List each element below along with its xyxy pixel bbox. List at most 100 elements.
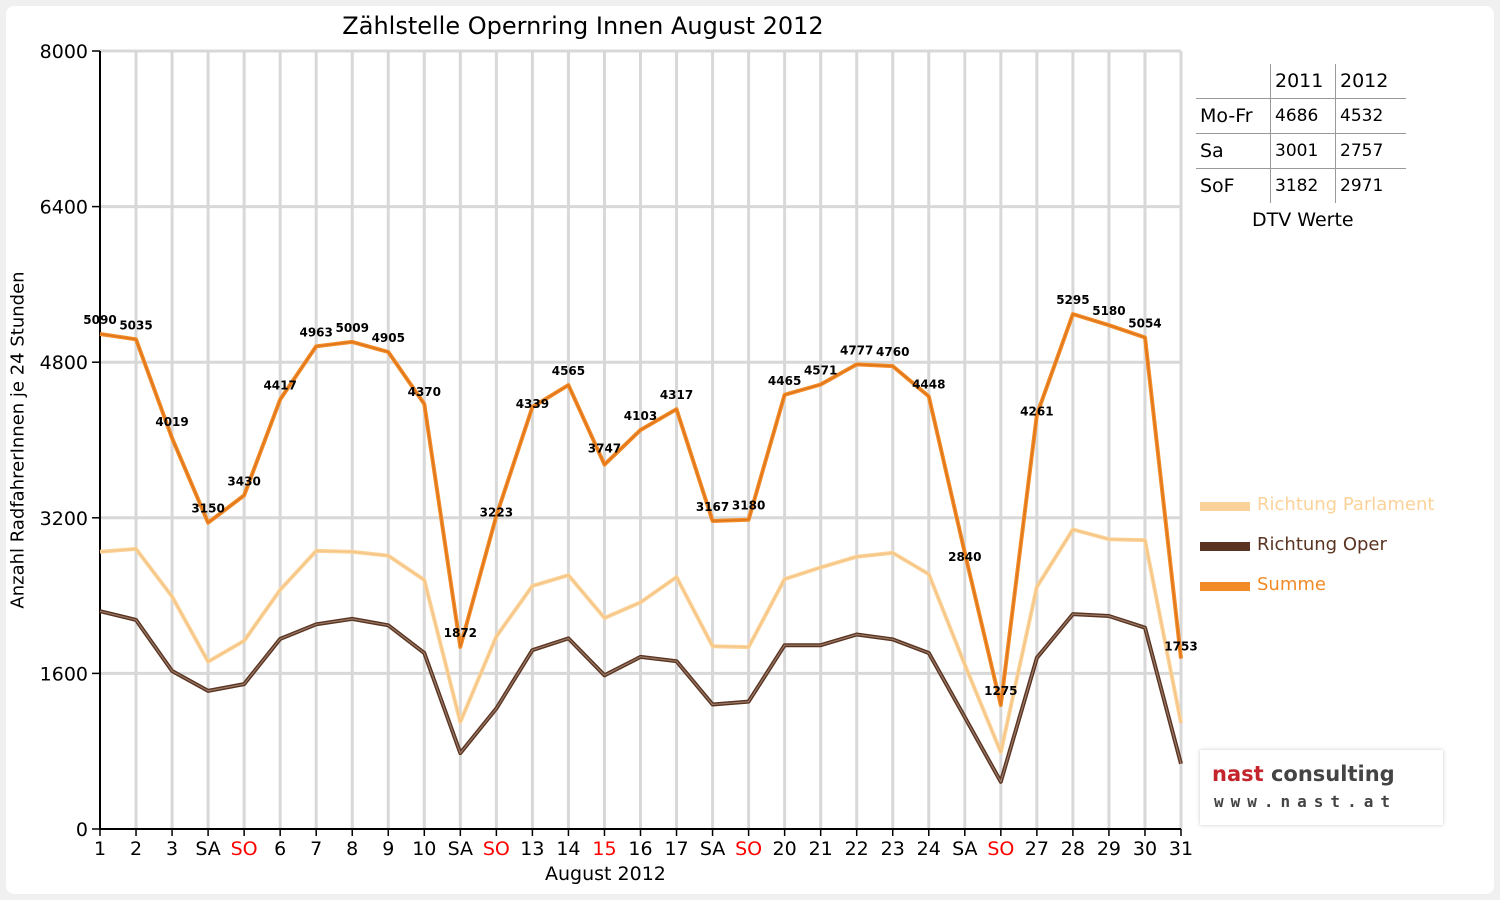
x-tick-label: 9 [382,838,394,860]
legend-swatch-summe [1200,582,1250,591]
y-tick-label: 8000 [40,41,88,63]
x-tick-label: SA [195,838,220,860]
logo-word-nast: nast [1212,762,1264,786]
dtv-row: SoF 3182 2971 [1196,168,1406,203]
x-tick-label: 31 [1169,838,1193,860]
data-label: 1872 [444,626,477,640]
logo-url: www.nast.at [1214,792,1397,811]
y-axis-label: Anzahl RadfahrerInnen je 24 Stunden [7,271,29,609]
series-line-highlight [99,610,1182,783]
logo-word-consulting: consulting [1270,762,1395,786]
nast-consulting-logo: nast consulting www.nast.at [1200,750,1443,825]
data-label: 3150 [191,502,224,516]
dtv-header-empty [1196,64,1271,99]
dtv-cell: 4532 [1335,98,1406,134]
x-tick-label: 1 [94,838,106,860]
series-line-highlight [99,528,1182,753]
x-tick-label: SA [448,838,473,860]
data-label: 4905 [372,331,405,345]
x-tick-label: SA [700,838,725,860]
dtv-row-label: Sa [1196,133,1271,169]
data-label: 4760 [876,345,909,359]
data-label: 4571 [804,363,837,377]
data-label: 5180 [1092,304,1125,318]
data-label: 5054 [1128,316,1161,330]
data-label: 4103 [624,409,657,423]
dtv-header-row: 2011 2012 [1196,64,1406,99]
data-label: 4448 [912,377,945,391]
data-label: 5090 [83,313,116,327]
dtv-cell: 3182 [1270,168,1336,203]
data-label: 3167 [696,500,729,514]
dtv-row: Mo-Fr 4686 4532 [1196,98,1406,134]
x-tick-label: 6 [274,838,286,860]
x-tick-label: 22 [845,838,869,860]
data-label: 1275 [984,684,1017,698]
dtv-row-label: Mo-Fr [1196,98,1271,134]
y-tick-label: 0 [76,819,88,841]
dtv-row-label: SoF [1196,168,1271,203]
x-tick-label: 24 [917,838,941,860]
dtv-row: Sa 3001 2757 [1196,133,1406,169]
data-label: 3747 [588,442,621,456]
legend-label-parlament: Richtung Parlament [1257,494,1435,515]
x-tick-label: 28 [1061,838,1085,860]
x-tick-label: 15 [592,838,616,860]
data-label: 4370 [408,385,441,399]
data-label: 4261 [1020,405,1053,419]
dtv-cell: 3001 [1270,133,1336,169]
x-tick-label: 27 [1025,838,1049,860]
legend-label-oper: Richtung Oper [1257,534,1387,555]
data-label: 4019 [155,415,188,429]
x-tick-label: SO [987,838,1014,860]
data-label: 1753 [1164,640,1197,654]
y-tick-label: 6400 [40,197,88,219]
data-label: 5009 [336,321,369,335]
x-tick-label: 29 [1097,838,1121,860]
data-label: 4565 [552,364,585,378]
x-tick-label: 16 [628,838,652,860]
x-tick-label: 30 [1133,838,1157,860]
x-tick-label: 10 [412,838,436,860]
data-label: 4465 [768,374,801,388]
dtv-header-2011: 2011 [1270,64,1336,99]
dtv-header-2012: 2012 [1335,64,1406,99]
series-summe [99,312,1183,707]
data-label: 2840 [948,550,981,564]
x-tick-label: 3 [166,838,178,860]
data-label: 4777 [840,343,873,357]
data-label: 4317 [660,388,693,402]
dtv-cell: 4686 [1270,98,1336,134]
dtv-cell: 2757 [1335,133,1406,169]
y-tick-label: 1600 [40,663,88,685]
x-tick-label: SO [483,838,510,860]
legend-swatch-parlament [1200,502,1250,511]
x-tick-label: SO [735,838,762,860]
x-tick-label: 7 [310,838,322,860]
y-tick-label: 3200 [40,508,88,530]
x-axis-label: August 2012 [545,863,666,885]
x-tick-label: 17 [664,838,688,860]
data-label: 5295 [1056,293,1089,307]
data-label: 3180 [732,499,765,513]
data-label: 3223 [480,506,513,520]
data-label: 4417 [263,378,296,392]
data-label: 5035 [119,318,152,332]
legend-label-summe: Summe [1257,574,1326,595]
data-label: 4339 [516,397,549,411]
legend-swatch-oper [1200,542,1250,551]
dtv-cell: 2971 [1340,176,1384,196]
x-tick-label: 14 [556,838,580,860]
y-tick-label: 4800 [40,352,88,374]
x-tick-label: 8 [346,838,358,860]
series-line-highlight [99,313,1182,706]
x-tick-label: 21 [809,838,833,860]
dtv-table: 2011 2012 Mo-Fr 4686 4532 Sa 3001 2757 S… [1196,64,1406,203]
x-tick-label: 20 [773,838,797,860]
x-tick-label: SA [952,838,977,860]
data-label: 3430 [227,474,260,488]
chart-title: Zählstelle Opernring Innen August 2012 [342,12,824,40]
series-parlament [99,527,1183,755]
